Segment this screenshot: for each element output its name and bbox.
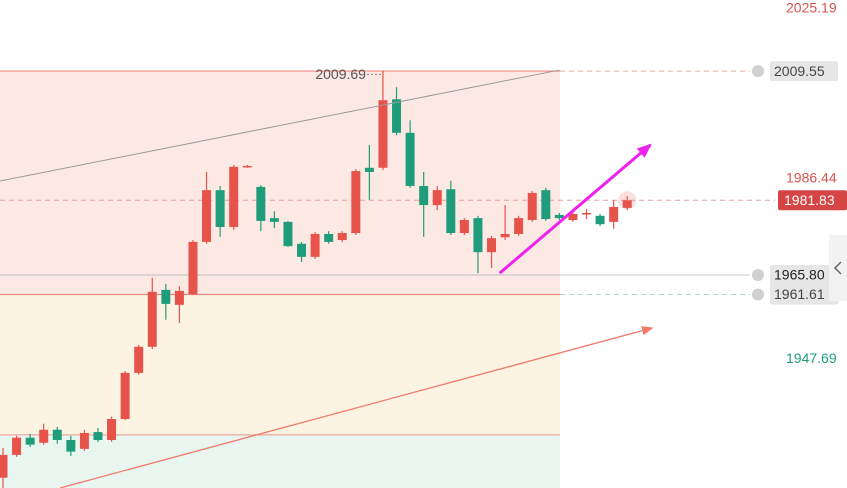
candle-body (25, 437, 35, 445)
candle-body (324, 233, 334, 242)
candle-body (364, 167, 374, 172)
price-label: 1947.69 (786, 350, 837, 366)
candle-body (446, 189, 456, 234)
price-label-box (778, 190, 847, 211)
candle-body (459, 219, 469, 234)
candle-body (351, 171, 361, 234)
candle-body (93, 432, 103, 440)
candle-body (39, 429, 49, 443)
candle-body (378, 100, 388, 168)
candle-body (134, 346, 144, 373)
candle-body (500, 233, 510, 238)
candle-body (120, 372, 130, 420)
candle-body (432, 190, 442, 206)
alert-bell (752, 268, 764, 281)
candle-body (527, 192, 537, 220)
candle-body (215, 190, 225, 227)
price-label: 2009.55 (774, 63, 825, 79)
candle-body (256, 186, 266, 221)
price-label: 1981.83 (784, 192, 835, 208)
candle-body (12, 437, 22, 455)
candle-body (541, 190, 551, 220)
high-annotation: 2009.69 (315, 66, 366, 82)
candle-body (188, 241, 198, 295)
zone (0, 71, 560, 295)
alert-bell (752, 65, 764, 78)
candle-body (473, 218, 483, 253)
candle-body (269, 218, 279, 222)
candle-body (487, 238, 497, 253)
candle-body (79, 433, 89, 449)
candle-body (297, 243, 307, 257)
candle-body (582, 213, 592, 215)
price-label-box (770, 264, 838, 285)
candle-body (337, 233, 347, 241)
candle-body (514, 218, 524, 234)
candle-body (174, 290, 184, 305)
candle-body (52, 429, 62, 440)
candle-body (0, 454, 8, 478)
candle-body (568, 213, 578, 220)
candle-body (283, 221, 293, 247)
price-label-box (770, 284, 838, 305)
candle-body (609, 206, 619, 222)
side-tab[interactable] (829, 235, 847, 301)
trend-line (59, 327, 652, 488)
price-label-box (770, 61, 838, 82)
candle-body (66, 439, 76, 452)
candle-body (622, 200, 632, 208)
candle-body (554, 214, 564, 219)
current-glow (618, 191, 637, 210)
candle-body (310, 233, 320, 257)
trend-line (0, 69, 560, 182)
trend-arrowhead (636, 143, 652, 158)
candle-body (161, 289, 171, 304)
price-label: 1986.44 (786, 169, 837, 185)
candle-body (229, 166, 239, 227)
trend-line (498, 143, 652, 275)
trend-arrowhead (641, 326, 654, 336)
price-label: 1965.80 (774, 267, 825, 283)
candle-body (242, 165, 252, 168)
candle-body (392, 99, 402, 133)
candle-body (419, 185, 429, 206)
alert-bell (752, 288, 764, 301)
side-tab-chevron[interactable] (833, 261, 842, 275)
price-label: 2025.19 (786, 0, 837, 16)
candle-body (107, 419, 117, 440)
zone (0, 294, 560, 435)
price-label: 1961.61 (774, 286, 825, 302)
candle-body (147, 291, 157, 347)
candle-body (595, 215, 605, 225)
candle-body (202, 190, 212, 242)
candle-body (405, 132, 415, 186)
